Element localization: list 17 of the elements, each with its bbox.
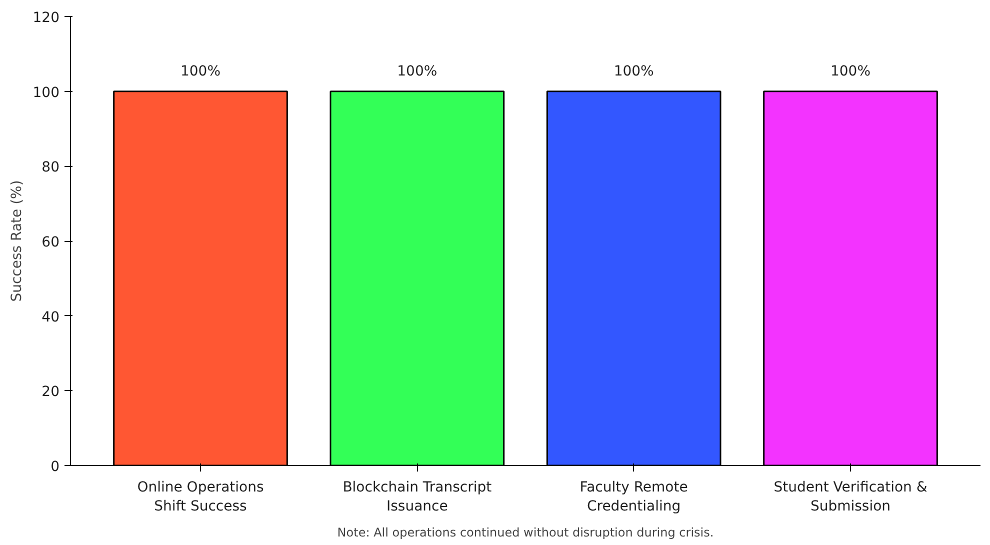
x-tick-label: Faculty Remote Credentialing [580, 480, 688, 515]
x-tick-label: Blockchain Transcript Issuance [342, 480, 492, 515]
y-tick-label: 0 [50, 459, 60, 475]
y-tick-label: 40 [42, 309, 60, 326]
y-axis-title: Success Rate (%) [8, 180, 25, 302]
y-tick-label: 20 [42, 384, 60, 400]
data-label: 100% [180, 63, 221, 80]
data-label: 100% [397, 63, 438, 80]
y-tick-label: 60 [42, 234, 60, 250]
x-tick-label: Student Verification & Submission [774, 480, 928, 515]
y-tick-label: 80 [42, 160, 60, 176]
data-label: 100% [614, 63, 654, 80]
text: Note: All operations continued without disruption during crisis. [337, 526, 714, 540]
y-tick-label: 100 [32, 84, 60, 101]
y-tick-label: 120 [32, 10, 60, 26]
x-tick-label: Online Operations Shift Success [137, 480, 264, 515]
data-label: 100% [830, 63, 871, 80]
